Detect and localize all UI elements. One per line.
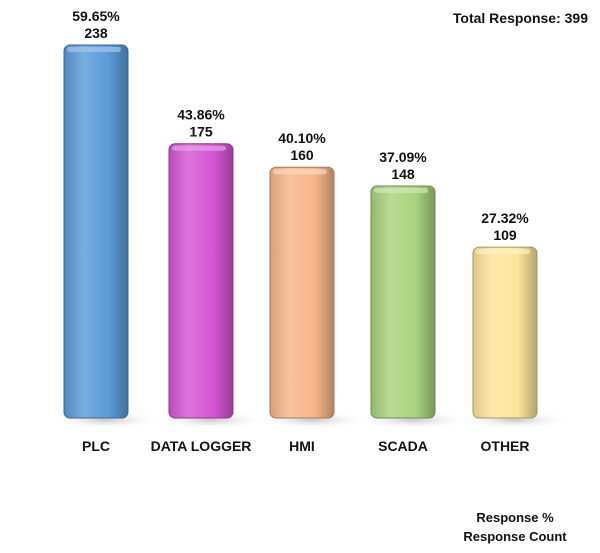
total-response-label: Total Response: 399 bbox=[452, 10, 588, 26]
x-tick-label: DATA LOGGER bbox=[151, 438, 252, 454]
data-label-percent: 40.10% bbox=[278, 130, 326, 146]
data-label-percent: 27.32% bbox=[481, 210, 529, 226]
bar-highlight-hmi bbox=[273, 169, 327, 175]
bar-scada bbox=[370, 185, 436, 419]
bar-plc bbox=[63, 44, 129, 419]
legend-item-response-count: Response Count bbox=[463, 529, 567, 544]
bar-highlight-plc bbox=[67, 47, 121, 52]
data-label-percent: 43.86% bbox=[177, 107, 225, 123]
bar-highlight-scada bbox=[374, 188, 428, 194]
data-label-percent: 37.09% bbox=[379, 149, 427, 165]
bar-hmi bbox=[269, 166, 335, 419]
legend-item-response-percent: Response % bbox=[476, 510, 554, 525]
bar-data-logger bbox=[168, 143, 234, 419]
data-label-count: 160 bbox=[290, 147, 314, 163]
bar-other bbox=[472, 246, 538, 419]
bar-highlight-data-logger bbox=[172, 145, 226, 151]
x-tick-label: SCADA bbox=[378, 438, 428, 454]
data-label-count: 148 bbox=[391, 166, 415, 182]
x-tick-label: PLC bbox=[82, 438, 110, 454]
data-label-count: 175 bbox=[189, 124, 213, 140]
bar-highlight-other bbox=[476, 249, 530, 255]
legend: Response % Response Count bbox=[440, 508, 590, 546]
data-label-percent: 59.65% bbox=[72, 8, 120, 24]
x-tick-label: HMI bbox=[289, 438, 315, 454]
data-label-count: 109 bbox=[493, 227, 517, 243]
x-tick-label: OTHER bbox=[481, 438, 530, 454]
data-label-count: 238 bbox=[84, 25, 108, 41]
